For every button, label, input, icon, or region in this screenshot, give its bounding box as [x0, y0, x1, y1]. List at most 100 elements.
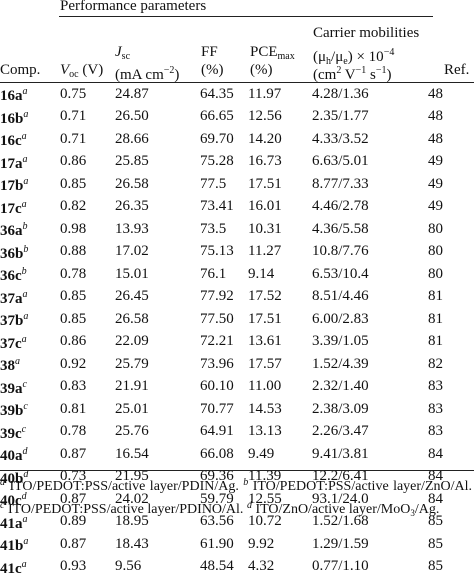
cell-compound: 36bb [0, 241, 60, 264]
cell-ref: 49 [428, 196, 458, 219]
cell-ref: 83 [428, 398, 458, 421]
cell-pce: 9.49 [248, 443, 312, 466]
cell-voc: 0.92 [60, 353, 115, 376]
cell-ff: 64.35 [200, 83, 248, 106]
cell-mobility: 10.8/7.76 [312, 241, 428, 264]
cell-mobility: 6.53/10.4 [312, 263, 428, 286]
cell-ref: 83 [428, 421, 458, 444]
compound-label: 16b [0, 111, 23, 127]
compound-footnote-mark: a [22, 334, 27, 345]
cell-ff: 73.96 [200, 353, 248, 376]
cell-voc: 0.82 [60, 196, 115, 219]
compound-label: 37b [0, 313, 23, 329]
cell-pce: 9.14 [248, 263, 312, 286]
header-mobility-unit: (cm2 V−1 s−1) [313, 62, 392, 84]
cell-pce: 16.01 [248, 196, 312, 219]
cell-ff: 77.5 [200, 173, 248, 196]
table-figure: Performance parameters Comp. Voc (V) Jsc… [0, 0, 474, 511]
cell-ref: 85 [428, 556, 458, 578]
cell-voc: 0.75 [60, 83, 115, 106]
cell-jsc: 25.85 [115, 151, 200, 174]
compound-label: 41b [0, 538, 23, 554]
cell-mobility: 3.39/1.05 [312, 331, 428, 354]
performance-rule [59, 16, 433, 17]
cell-voc: 0.86 [60, 331, 115, 354]
compound-footnote-mark: a [23, 86, 28, 97]
compound-footnote-mark: b [23, 221, 28, 232]
footnote-a-mark: a [0, 477, 5, 488]
cell-ff: 60.10 [200, 376, 248, 399]
cell-mobility: 2.38/3.09 [312, 398, 428, 421]
cell-pce: 11.97 [248, 83, 312, 106]
cell-ref: 83 [428, 376, 458, 399]
cell-mobility: 4.33/3.52 [312, 128, 428, 151]
cell-compound: 39bc [0, 398, 60, 421]
cell-mobility: 2.32/1.40 [312, 376, 428, 399]
compound-footnote-mark: d [23, 446, 28, 457]
header-mobility: Carrier mobilities [313, 25, 419, 42]
cell-compound: 38a [0, 353, 60, 376]
compound-footnote-mark: a [23, 109, 28, 120]
compound-label: 36c [0, 268, 22, 284]
cell-pce: 12.56 [248, 106, 312, 129]
compound-label: 38 [0, 358, 15, 374]
cell-voc: 0.85 [60, 286, 115, 309]
cell-jsc: 26.35 [115, 196, 200, 219]
cell-mobility: 4.36/5.58 [312, 218, 428, 241]
cell-voc: 0.86 [60, 151, 115, 174]
cell-ref: 81 [428, 331, 458, 354]
cell-ref: 80 [428, 263, 458, 286]
cell-ff: 64.91 [200, 421, 248, 444]
cell-ref: 80 [428, 241, 458, 264]
compound-label: 37c [0, 336, 22, 352]
cell-mobility: 6.00/2.83 [312, 308, 428, 331]
compound-footnote-mark: b [23, 244, 28, 255]
cell-ff: 77.92 [200, 286, 248, 309]
cell-jsc: 9.56 [115, 556, 200, 578]
cell-pce: 17.57 [248, 353, 312, 376]
cell-mobility: 8.77/7.33 [312, 173, 428, 196]
cell-mobility: 1.29/1.59 [312, 533, 428, 556]
compound-label: 37a [0, 291, 23, 307]
cell-ref: 49 [428, 173, 458, 196]
cell-ff: 70.77 [200, 398, 248, 421]
cell-jsc: 22.09 [115, 331, 200, 354]
cell-mobility: 0.77/1.10 [312, 556, 428, 578]
cell-ref: 85 [428, 533, 458, 556]
cell-mobility: 6.63/5.01 [312, 151, 428, 174]
footnote-a-text: ITO/PEDOT:PSS/active layer/PDIN/Ag. [9, 479, 238, 494]
cell-ref: 48 [428, 128, 458, 151]
cell-ff: 66.08 [200, 443, 248, 466]
compound-label: 16c [0, 133, 22, 149]
cell-ff: 75.13 [200, 241, 248, 264]
cell-voc: 0.78 [60, 263, 115, 286]
header-comp: Comp. [0, 62, 40, 79]
compound-label: 17c [0, 201, 22, 217]
cell-ref: 80 [428, 218, 458, 241]
cell-jsc: 25.76 [115, 421, 200, 444]
cell-ff: 73.41 [200, 196, 248, 219]
compound-label: 17b [0, 178, 23, 194]
cell-ref: 49 [428, 151, 458, 174]
cell-compound: 41ba [0, 533, 60, 556]
cell-ref: 81 [428, 286, 458, 309]
cell-pce: 16.73 [248, 151, 312, 174]
cell-compound: 41ca [0, 556, 60, 578]
compound-footnote-mark: b [22, 266, 27, 277]
compound-footnote-mark: a [23, 154, 28, 165]
cell-jsc: 13.93 [115, 218, 200, 241]
footnote-d-mark: d [247, 500, 252, 511]
cell-compound: 36ab [0, 218, 60, 241]
footnote-b-text: ITO/PEDOT:PSS/active layer/ZnO/Al. [253, 479, 472, 494]
cell-jsc: 25.01 [115, 398, 200, 421]
compound-label: 39c [0, 426, 22, 442]
